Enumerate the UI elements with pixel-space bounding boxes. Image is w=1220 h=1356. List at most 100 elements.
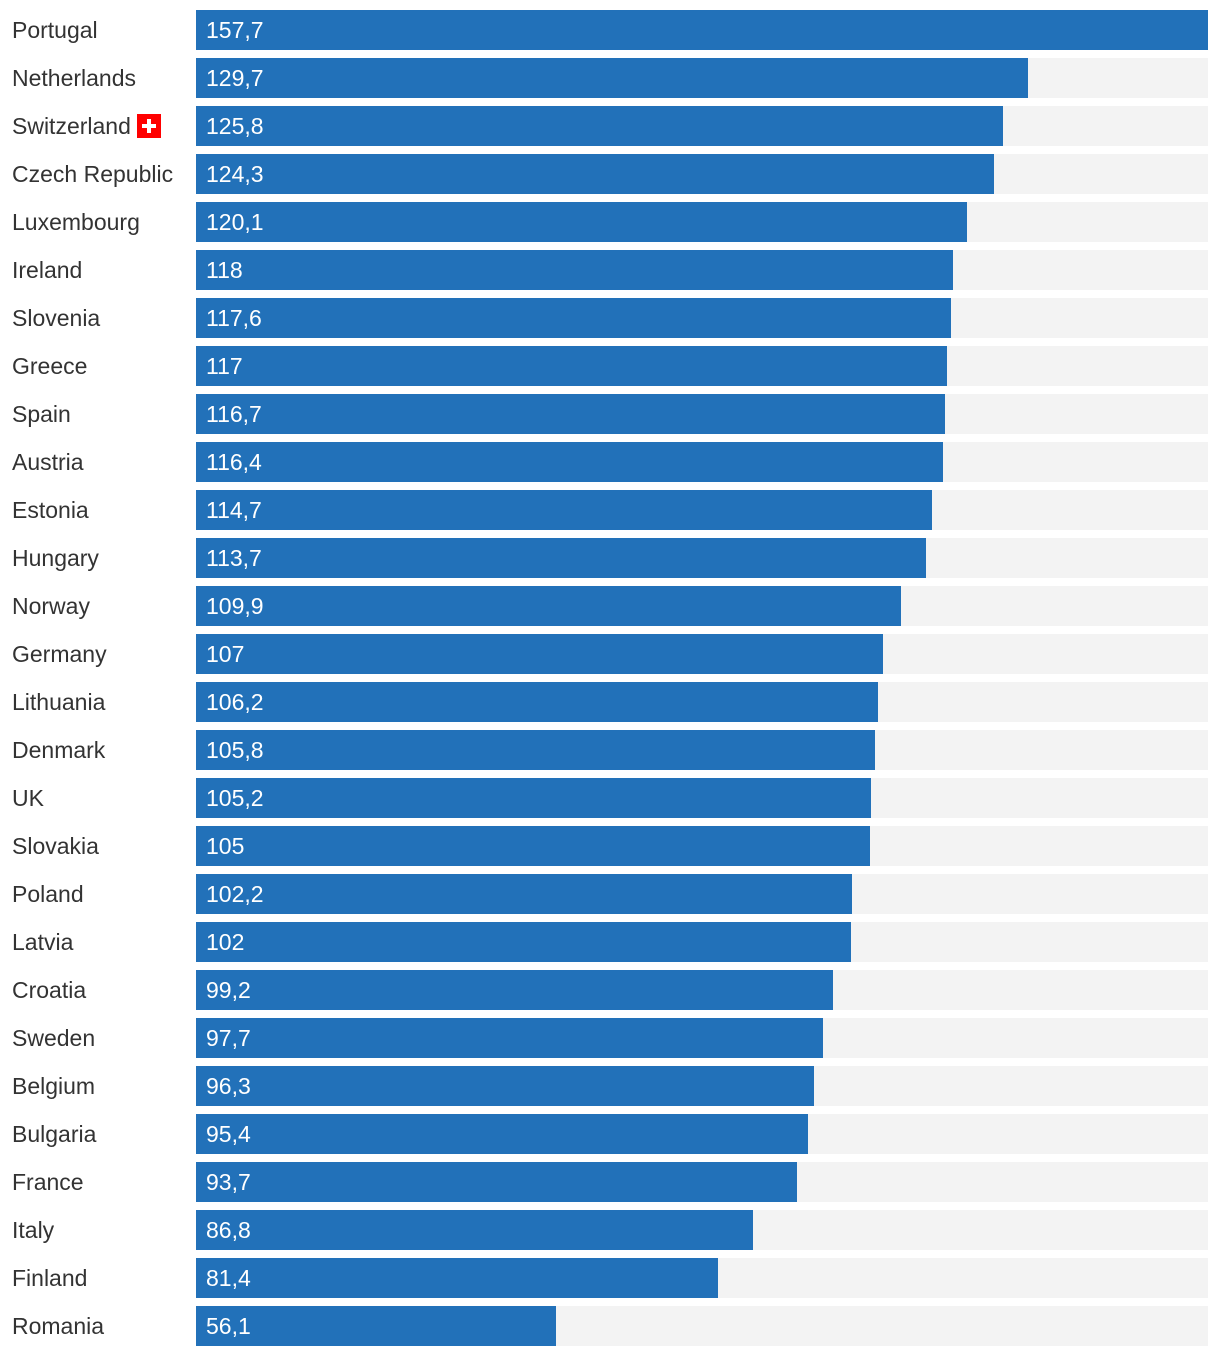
bar-track: 114,7 — [196, 490, 1208, 530]
bar-track: 95,4 — [196, 1114, 1208, 1154]
bar-track: 56,1 — [196, 1306, 1208, 1346]
category-label-text: France — [12, 1169, 84, 1195]
category-label-text: Poland — [12, 881, 84, 907]
category-label: Bulgaria — [12, 1114, 96, 1154]
category-label: Estonia — [12, 490, 89, 530]
bar — [196, 10, 1208, 50]
bar — [196, 490, 932, 530]
category-label: Hungary — [12, 538, 99, 578]
category-label-text: Switzerland — [12, 113, 131, 139]
bar-value-label: 117,6 — [206, 305, 262, 331]
bar-row: Ireland 118 — [0, 250, 1220, 290]
category-label-text: Croatia — [12, 977, 87, 1003]
bar — [196, 1162, 797, 1202]
bar-value-label: 97,7 — [206, 1025, 251, 1051]
category-label: Portugal — [12, 10, 98, 50]
bar-row: Slovakia 105 — [0, 826, 1220, 866]
bar-value-label: 116,4 — [206, 449, 262, 475]
bar-track: 113,7 — [196, 538, 1208, 578]
category-label-text: Germany — [12, 641, 107, 667]
category-label: Ireland — [12, 250, 82, 290]
bar-track: 97,7 — [196, 1018, 1208, 1058]
bar-value-label: 129,7 — [206, 65, 264, 91]
bar-row: Latvia 102 — [0, 922, 1220, 962]
bar-row: Poland 102,2 — [0, 874, 1220, 914]
category-label-text: Slovenia — [12, 305, 101, 331]
bar-value-label: 109,9 — [206, 593, 264, 619]
bar-row: Slovenia 117,6 — [0, 298, 1220, 338]
category-label: Poland — [12, 874, 84, 914]
category-label: UK — [12, 778, 44, 818]
bar-track: 117,6 — [196, 298, 1208, 338]
bar-value-label: 99,2 — [206, 977, 251, 1003]
bar-value-label: 105 — [206, 833, 245, 859]
bar — [196, 730, 875, 770]
bar-track: 116,7 — [196, 394, 1208, 434]
bar-row: Croatia 99,2 — [0, 970, 1220, 1010]
category-label-text: Netherlands — [12, 65, 137, 91]
category-label-text: Romania — [12, 1313, 105, 1339]
bar-value-label: 102,2 — [206, 881, 264, 907]
bar-track: 124,3 — [196, 154, 1208, 194]
category-label-text: Bulgaria — [12, 1121, 97, 1147]
bar — [196, 346, 947, 386]
category-label-text: Ireland — [12, 257, 83, 283]
category-label: Romania — [12, 1306, 104, 1346]
bar-row: France 93,7 — [0, 1162, 1220, 1202]
bar-row: Bulgaria 95,4 — [0, 1114, 1220, 1154]
bar — [196, 778, 871, 818]
bar-row: Germany 107 — [0, 634, 1220, 674]
bar-value-label: 124,3 — [206, 161, 264, 187]
category-label-text: Portugal — [12, 17, 98, 43]
bar — [196, 1066, 814, 1106]
category-label-text: Slovakia — [12, 833, 99, 859]
bar-row: Netherlands 129,7 — [0, 58, 1220, 98]
bar-track: 105,2 — [196, 778, 1208, 818]
bar-row: Luxembourg 120,1 — [0, 202, 1220, 242]
bar-row: Italy 86,8 — [0, 1210, 1220, 1250]
category-label-text: Sweden — [12, 1025, 96, 1051]
bar — [196, 874, 852, 914]
bar-track: 120,1 — [196, 202, 1208, 242]
category-label-text: Luxembourg — [12, 209, 140, 235]
category-label: Czech Republic — [12, 154, 173, 194]
bar — [196, 202, 967, 242]
bar-row: Hungary 113,7 — [0, 538, 1220, 578]
bar-track: 99,2 — [196, 970, 1208, 1010]
category-label: Slovakia — [12, 826, 99, 866]
bar — [196, 106, 1003, 146]
bar-row: Norway 109,9 — [0, 586, 1220, 626]
category-label-text: Estonia — [12, 497, 89, 523]
bar-value-label: 113,7 — [206, 545, 262, 571]
bar — [196, 154, 994, 194]
category-label: France — [12, 1162, 84, 1202]
bar-value-label: 120,1 — [206, 209, 264, 235]
bar-track: 157,7 — [196, 10, 1208, 50]
category-label: Norway — [12, 586, 90, 626]
bar-row: Sweden 97,7 — [0, 1018, 1220, 1058]
category-label: Netherlands — [12, 58, 136, 98]
bar-row: Spain 116,7 — [0, 394, 1220, 434]
bar-row: Czech Republic 124,3 — [0, 154, 1220, 194]
bar — [196, 970, 833, 1010]
bar-track: 96,3 — [196, 1066, 1208, 1106]
bar-value-label: 96,3 — [206, 1073, 251, 1099]
bar-track: 129,7 — [196, 58, 1208, 98]
bar-track: 105,8 — [196, 730, 1208, 770]
bar-row: Denmark 105,8 — [0, 730, 1220, 770]
bar-track: 86,8 — [196, 1210, 1208, 1250]
category-label: Austria — [12, 442, 84, 482]
bar-track: 102,2 — [196, 874, 1208, 914]
bar — [196, 1018, 823, 1058]
bar-row: Estonia 114,7 — [0, 490, 1220, 530]
bar-track: 125,8 — [196, 106, 1208, 146]
category-label: Croatia — [12, 970, 86, 1010]
category-label: Luxembourg — [12, 202, 140, 242]
bar-track: 118 — [196, 250, 1208, 290]
bar-value-label: 107 — [206, 641, 245, 667]
category-label: Lithuania — [12, 682, 105, 722]
bar-value-label: 157,7 — [206, 17, 264, 43]
bar-track: 102 — [196, 922, 1208, 962]
bar-row: Lithuania 106,2 — [0, 682, 1220, 722]
category-label-text: Czech Republic — [12, 161, 174, 187]
